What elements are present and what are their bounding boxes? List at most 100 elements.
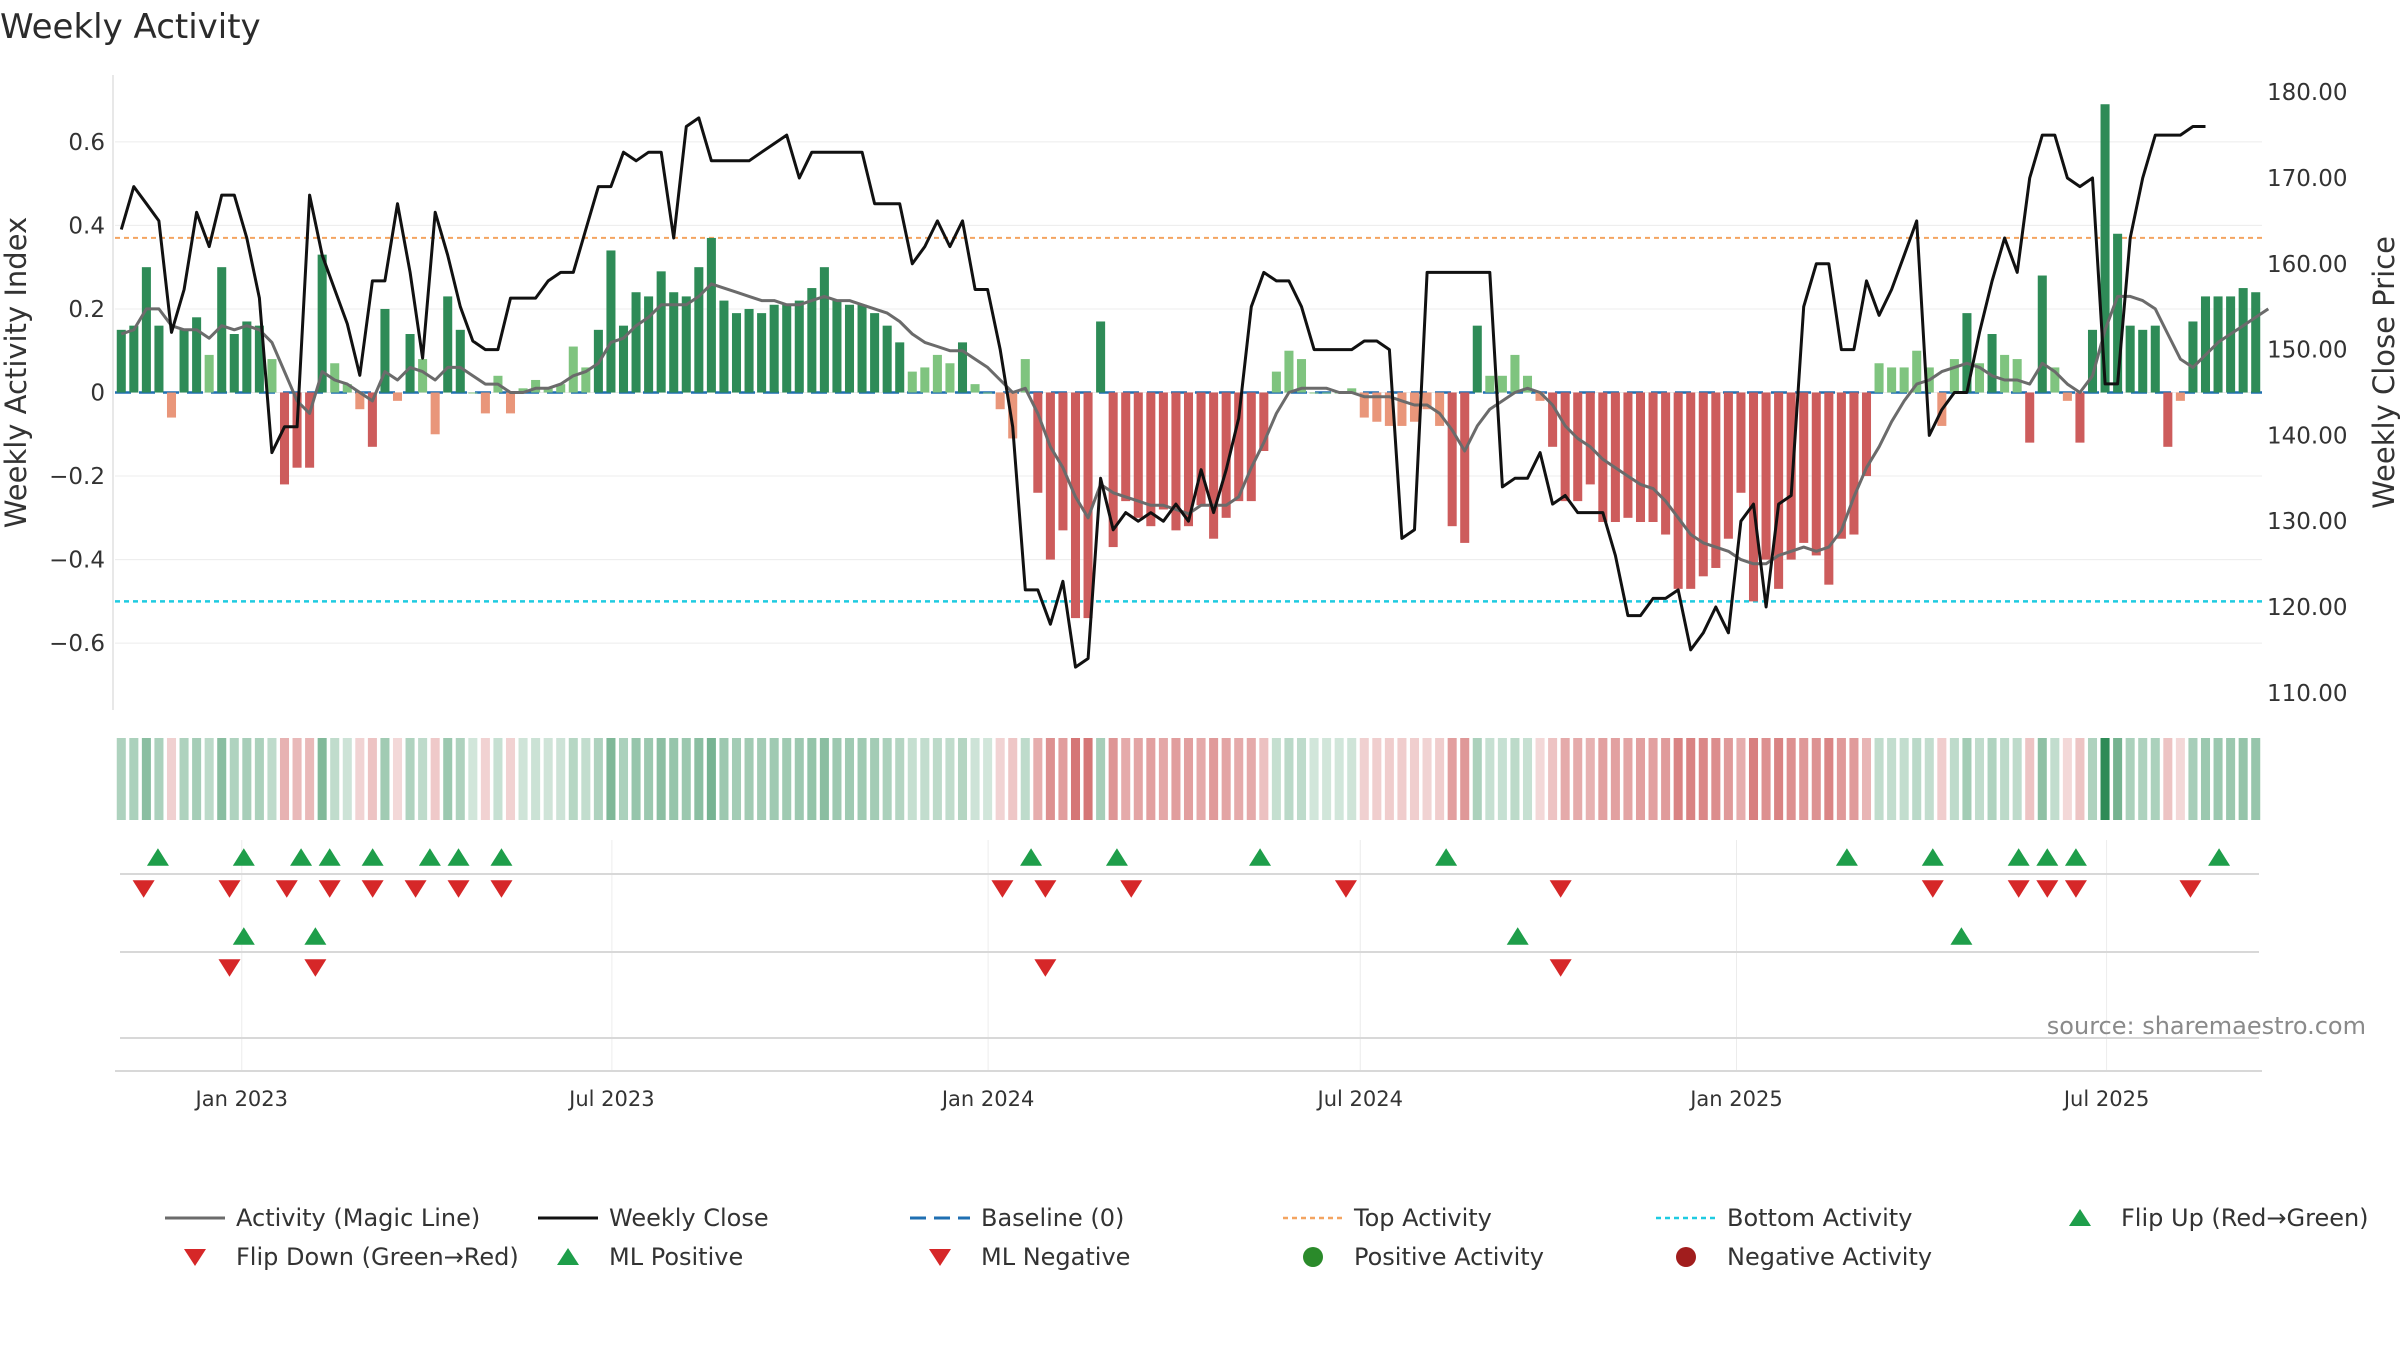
activity-strip-cell: [1058, 738, 1068, 820]
activity-bar: [1271, 371, 1281, 393]
activity-strip-cell: [1786, 738, 1796, 820]
activity-strip-cell: [1849, 738, 1859, 820]
activity-bar: [129, 325, 139, 393]
activity-strip-cell: [1510, 738, 1520, 820]
activity-bar: [1209, 392, 1219, 539]
flip-up-marker: [146, 848, 169, 866]
flip-up-marker: [418, 848, 441, 866]
activity-bar: [1447, 392, 1457, 527]
activity-bar: [907, 371, 917, 393]
activity-strip-cell: [2125, 738, 2135, 820]
activity-strip-cell: [1598, 738, 1608, 820]
activity-bar: [1171, 392, 1181, 531]
activity-strip-cell: [1359, 738, 1369, 820]
x-tick-label: Jul 2025: [2062, 1087, 2149, 1111]
flip-up-marker: [1835, 848, 1858, 866]
flip-up-marker: [318, 848, 341, 866]
activity-strip-cell: [1384, 738, 1394, 820]
activity-strip-cell: [794, 738, 804, 820]
legend-item: Weekly Close: [538, 1204, 769, 1232]
activity-strip-cell: [468, 738, 478, 820]
activity-bar: [380, 308, 390, 393]
activity-strip-cell: [1246, 738, 1256, 820]
legend-label: Flip Up (Red→Green): [2121, 1204, 2369, 1232]
activity-bar: [957, 342, 968, 393]
activity-bar: [945, 363, 955, 393]
activity-bar: [556, 384, 566, 393]
activity-bar: [317, 254, 327, 393]
activity-strip-cell: [1196, 738, 1206, 820]
flip-down-marker: [2036, 880, 2059, 898]
left-tick-label: 0.2: [68, 297, 105, 323]
activity-strip-cell: [1774, 738, 1784, 820]
activity-strip-cell: [2213, 738, 2223, 820]
left-tick-label: −0.2: [49, 464, 105, 490]
legend-item: Flip Up (Red→Green): [2069, 1204, 2369, 1232]
activity-bar: [1748, 392, 1759, 602]
activity-strip-cell: [2138, 738, 2148, 820]
activity-strip-cell: [367, 738, 377, 820]
activity-strip-cell: [443, 738, 453, 820]
activity-strip-cell: [380, 738, 390, 820]
activity-bar: [1020, 359, 1030, 393]
left-tick-label: 0.4: [68, 213, 105, 239]
activity-bar: [1761, 392, 1771, 560]
activity-strip-cell: [1146, 738, 1156, 820]
activity-strip-cell: [279, 738, 290, 820]
activity-bar: [2251, 292, 2261, 393]
activity-bar: [443, 296, 453, 393]
activity-strip-cell: [2012, 738, 2022, 820]
left-axis-title: Weekly Activity Index: [0, 217, 33, 528]
activity-bar: [882, 325, 892, 393]
activity-strip-cell: [882, 738, 892, 820]
activity-bar: [2138, 329, 2148, 393]
activity-bar: [669, 292, 679, 393]
activity-strip-cell: [1409, 738, 1420, 820]
activity-bar: [807, 288, 817, 393]
activity-bar: [1987, 334, 1997, 393]
activity-bar: [1384, 392, 1394, 426]
activity-strip-cell: [581, 738, 591, 820]
left-tick-label: 0.6: [68, 130, 105, 156]
ml-positive-marker: [1506, 927, 1529, 945]
activity-bar: [1686, 392, 1696, 589]
activity-strip-cell: [1635, 738, 1646, 820]
activity-bar: [1912, 350, 1922, 393]
ml-negative-marker: [218, 959, 241, 977]
activity-bar: [1397, 392, 1407, 426]
activity-strip-cell: [1183, 738, 1194, 820]
series-lines: [119, 116, 2270, 669]
legend-label: ML Positive: [609, 1243, 743, 1271]
activity-strip-cell: [1924, 738, 1934, 820]
activity-strip-cell: [2238, 738, 2248, 820]
activity-bar: [2062, 392, 2072, 401]
legend-item: ML Negative: [929, 1243, 1130, 1271]
activity-bar: [1096, 321, 1106, 393]
activity-bar: [1347, 388, 1357, 393]
activity-bar: [757, 313, 767, 393]
activity-strip-cell: [1811, 738, 1821, 820]
flip-down-marker: [2179, 880, 2202, 898]
activity-bar: [1623, 392, 1633, 518]
activity-bar: [1196, 392, 1206, 506]
activity-bar: [1535, 392, 1545, 401]
activity-strip-cell: [2075, 738, 2085, 820]
legend-tri-down-icon: [184, 1249, 206, 1266]
activity-strip-cell: [1296, 738, 1307, 820]
activity-strip-cell: [2150, 738, 2160, 820]
activity-strip-cell: [656, 738, 666, 820]
legend-item: ML Positive: [557, 1243, 743, 1271]
flip-up-marker: [2208, 848, 2231, 866]
activity-strip-cell: [229, 738, 239, 820]
right-tick-label: 170.00: [2267, 166, 2347, 192]
activity-bar: [1409, 392, 1420, 422]
activity-bar: [995, 392, 1005, 410]
activity-bar: [719, 300, 729, 393]
activity-bar: [1033, 392, 1043, 493]
activity-strip-cell: [957, 738, 968, 820]
activity-strip-cell: [1008, 738, 1018, 820]
activity-strip-cell: [1824, 738, 1834, 820]
activity-strip-cell: [2087, 738, 2098, 820]
activity-bar: [706, 237, 716, 393]
